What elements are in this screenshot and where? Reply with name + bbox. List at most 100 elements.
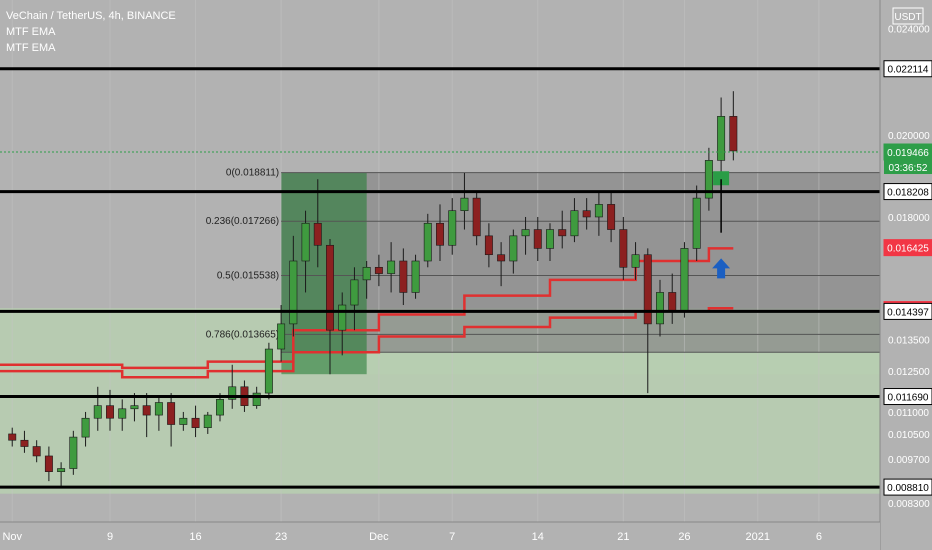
candle	[729, 91, 738, 161]
price-level-value: 0.018208	[887, 188, 929, 199]
candle	[142, 393, 151, 438]
price-tick-label: 0.013500	[888, 336, 930, 347]
time-tick-label: 2021	[746, 531, 770, 543]
candle	[277, 305, 286, 362]
indicator-label[interactable]: MTF EMA	[6, 42, 56, 54]
target-box[interactable]	[713, 171, 730, 186]
candle-body	[582, 210, 591, 218]
candle-body	[252, 392, 261, 406]
candle-body	[179, 417, 188, 425]
chart-legend: VeChain / TetherUS, 4h, BINANCE MTF EMA …	[6, 8, 176, 56]
candle-body	[264, 348, 273, 394]
price-tick-label: 0.011000	[888, 408, 929, 419]
time-axis-background	[0, 522, 880, 550]
candle	[509, 229, 518, 274]
candle	[546, 223, 554, 261]
candle	[607, 191, 616, 243]
candle-body	[228, 386, 237, 400]
candle-body	[558, 229, 567, 237]
candle-body	[32, 446, 41, 457]
candle	[8, 427, 17, 447]
time-tick-label: 21	[617, 531, 629, 543]
time-tick-label: 16	[189, 531, 201, 543]
time-tick-label: 7	[449, 531, 455, 543]
candle-body	[533, 229, 542, 249]
candle	[118, 399, 127, 431]
candle-body	[277, 323, 286, 350]
candle	[570, 198, 579, 243]
fib-level-label: 0.5(0.015538)	[217, 271, 279, 282]
countdown-tag	[884, 160, 932, 175]
candle	[533, 216, 542, 261]
candle	[448, 198, 457, 255]
fib-level-label: 0.236(0.017266)	[206, 216, 279, 227]
annotations-layer[interactable]	[712, 171, 731, 279]
up-arrow-icon[interactable]	[712, 258, 731, 279]
candle	[179, 411, 188, 431]
candle	[436, 204, 444, 261]
candle-body	[191, 417, 200, 428]
candle-body	[44, 455, 53, 472]
candle	[582, 198, 591, 230]
candle-body	[142, 405, 151, 416]
candle	[228, 364, 237, 409]
candle	[411, 254, 420, 299]
price-tick-label: 0.018000	[888, 213, 930, 224]
price-level-tag	[883, 388, 932, 406]
fibonacci-zone	[281, 172, 881, 353]
candle-body	[680, 248, 689, 312]
price-level-tag	[883, 478, 932, 496]
price-labels: 0.022114 0.019466 03:36:52 0.018208 0.016425…	[883, 60, 932, 496]
candle-body	[362, 266, 371, 281]
fibonacci-retracement[interactable]: 0(0.018811) 0.236(0.017266) 0.5(0.015538) 0…	[206, 168, 880, 353]
candle	[57, 462, 66, 488]
price-axis[interactable]: 0.024000 0.020000 0.018000 0.013500 0.012500…	[879, 0, 932, 550]
time-tick-label: Nov	[2, 531, 22, 543]
price-level-value: 0.022114	[888, 65, 929, 76]
indicator-label[interactable]: MTF EMA	[6, 26, 56, 38]
symbol-title[interactable]: VeChain / TetherUS, 4h, BINANCE	[6, 10, 176, 22]
candle-body	[619, 229, 628, 268]
time-tick-label: 14	[532, 531, 544, 543]
price-level-tag	[883, 60, 932, 78]
price-tick-label: 0.009700	[888, 455, 930, 466]
candle-body	[704, 160, 713, 199]
fib-level-label: 0.786(0.013665)	[206, 329, 279, 340]
price-level-value: 0.016425	[887, 244, 929, 255]
currency-label: USDT	[894, 12, 921, 23]
price-tick-label: 0.010500	[888, 430, 930, 441]
candle-body	[729, 116, 738, 152]
horizontal-levels[interactable]	[0, 67, 880, 489]
candle-body	[289, 260, 298, 325]
candle	[423, 213, 432, 268]
candle-body	[20, 439, 29, 447]
candle-body	[668, 292, 677, 312]
candle-body	[594, 204, 603, 218]
candle-body	[57, 468, 66, 472]
price-tick-label: 0.008300	[888, 499, 930, 510]
candle-body	[203, 414, 212, 428]
candle-body	[326, 244, 334, 331]
candle-body	[448, 210, 457, 246]
candle	[93, 386, 102, 431]
candle	[387, 242, 396, 293]
candle	[44, 446, 53, 482]
candle-body	[387, 260, 396, 274]
candle-body	[350, 279, 359, 306]
candle	[656, 279, 664, 337]
time-tick-label: 26	[678, 531, 690, 543]
candle	[313, 179, 322, 268]
candle	[619, 216, 628, 280]
price-tick-label: 0.012500	[888, 367, 930, 378]
candle-body	[69, 436, 78, 469]
currency-badge[interactable]	[892, 7, 924, 25]
candle-body	[399, 260, 408, 293]
time-axis[interactable]: Nov 9 16 23 Dec 7 14 21 26 2021 6	[0, 521, 880, 550]
candle	[69, 430, 78, 475]
candle	[167, 393, 176, 447]
time-tick-label: Dec	[369, 531, 389, 543]
candle-body	[167, 402, 176, 425]
candle	[374, 254, 383, 287]
candle	[301, 210, 310, 293]
